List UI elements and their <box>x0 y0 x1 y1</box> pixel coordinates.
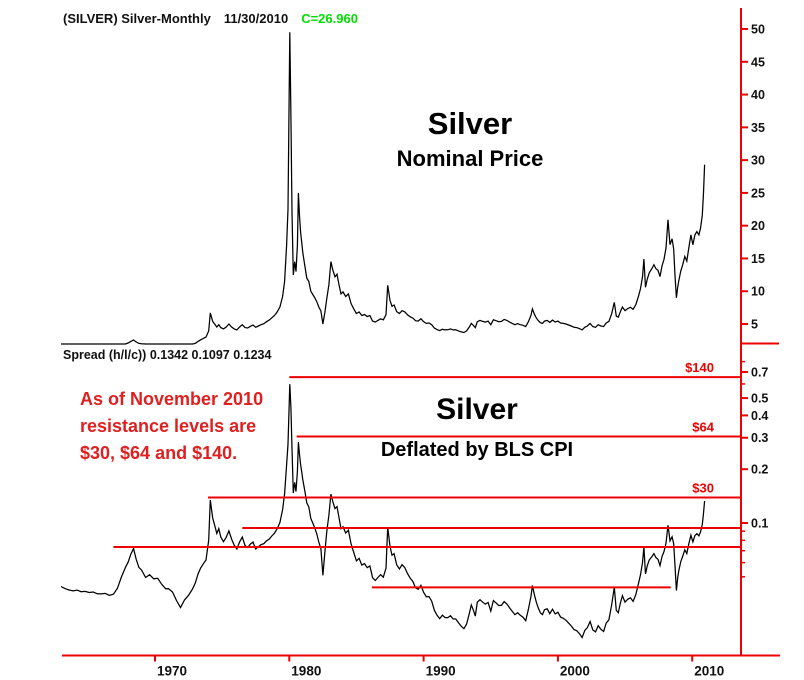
top-panel-title: Silver <box>427 106 513 141</box>
y-axis-tick-label: 50 <box>751 23 765 37</box>
header-date: 11/30/2010 <box>223 11 289 26</box>
y-axis-tick-label: 35 <box>751 121 765 135</box>
y-axis-tick-label: 0.3 <box>751 431 768 445</box>
x-axis-tick-label: 1990 <box>426 664 456 679</box>
annotation-line: As of November 2010 <box>80 389 264 409</box>
resistance-annotation: As of November 2010 resistance levels ar… <box>80 386 263 467</box>
x-axis-tick-label: 2000 <box>560 664 590 679</box>
resistance-price-label: $64 <box>692 419 714 434</box>
nominal-price-line <box>61 32 706 345</box>
top-panel-subtitle: Nominal Price <box>396 146 544 171</box>
y-axis-tick-label: 20 <box>751 219 765 233</box>
header-close-value: C=26.960 <box>301 11 358 26</box>
y-axis-tick-label: 40 <box>751 88 765 102</box>
annotation-line: resistance levels are <box>80 416 257 436</box>
bottom-panel-subtitle: Deflated by BLS CPI <box>380 439 574 461</box>
spread-readout: Spread (h/l/c)) 0.1342 0.1097 0.1234 <box>63 348 272 362</box>
resistance-price-label: $140 <box>685 360 714 375</box>
y-axis-tick-label: 0.2 <box>751 463 768 477</box>
deflated-price-line <box>60 384 706 639</box>
y-axis-tick-label: 0.4 <box>751 409 768 423</box>
y-axis-tick-label: 25 <box>751 186 765 200</box>
resistance-price-label: $30 <box>692 480 714 495</box>
y-axis-tick-label: 0.1 <box>751 517 768 531</box>
y-axis-tick-label: 10 <box>751 285 765 299</box>
y-axis-tick-label: 0.5 <box>751 392 768 406</box>
x-axis-tick-label: 1970 <box>157 664 187 679</box>
x-axis-tick-label: 2010 <box>694 664 724 679</box>
y-axis-tick-label: 0.7 <box>751 365 768 379</box>
y-axis-tick-label: 15 <box>751 252 765 266</box>
annotation-line: $30, $64 and $140. <box>80 443 238 463</box>
y-axis-tick-label: 45 <box>751 55 765 69</box>
y-axis-tick-label: 5 <box>751 318 758 332</box>
symbol-title: (SILVER) Silver-Monthly <box>63 11 211 26</box>
y-axis-tick-label: 30 <box>751 154 765 168</box>
x-axis-tick-label: 1980 <box>291 664 321 679</box>
chart-header: (SILVER) Silver-Monthly 11/30/2010 C=26.… <box>63 11 358 26</box>
bottom-panel-title: Silver <box>436 393 518 426</box>
